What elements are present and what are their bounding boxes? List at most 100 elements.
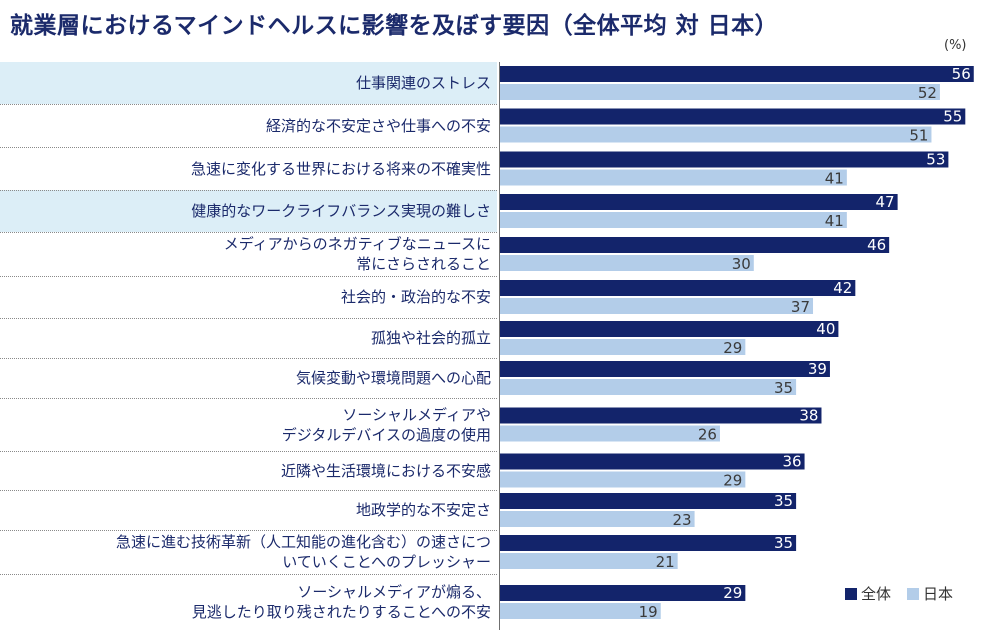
row-separator xyxy=(0,104,497,105)
data-label-all: 35 xyxy=(774,534,793,552)
bar-all xyxy=(500,280,856,296)
category-label-text: 孤独や社会的孤立 xyxy=(370,329,491,347)
bar-all xyxy=(500,237,890,253)
category-label: 社会的・政治的な不安 xyxy=(0,276,491,318)
bar-japan xyxy=(500,84,940,100)
category-label-text: 社会的・政治的な不安 xyxy=(340,288,491,306)
data-label-japan: 19 xyxy=(639,603,658,621)
unit-label: (%) xyxy=(944,38,967,53)
bar-japan xyxy=(500,553,678,569)
row-separator xyxy=(0,147,497,148)
category-label: ソーシャルメディアが煽る、 見逃したり取り残されたりすることへの不安 xyxy=(0,574,491,630)
row-separator xyxy=(0,232,497,233)
bar-japan xyxy=(500,511,695,527)
data-label-all: 42 xyxy=(833,279,852,297)
y-axis-line xyxy=(499,62,500,630)
category-label: 健康的なワークライフバランス実現の難しさ xyxy=(0,190,491,232)
chart-title: 就業層におけるマインドヘルスに影響を及ぼす要因（全体平均 対 日本） xyxy=(10,13,779,39)
category-label: 経済的な不安定さや仕事への不安 xyxy=(0,104,491,147)
data-label-japan: 26 xyxy=(698,426,717,444)
legend-swatch-japan xyxy=(907,587,920,600)
row-separator xyxy=(0,451,497,452)
row-separator xyxy=(0,358,497,359)
bar-all xyxy=(500,194,898,210)
data-label-japan: 51 xyxy=(909,127,928,145)
category-label: ソーシャルメディアや デジタルデバイスの過度の使用 xyxy=(0,398,491,451)
data-label-japan: 41 xyxy=(825,170,844,188)
legend: 全体 日本 xyxy=(845,583,953,604)
bar-japan xyxy=(500,212,847,228)
category-label: 急速に進む技術革新（人工知能の進化含む）の速さにつ いていくことへのプレッシャー xyxy=(0,530,491,574)
data-label-japan: 41 xyxy=(825,212,844,230)
bar-all xyxy=(500,321,839,337)
data-label-all: 38 xyxy=(799,407,818,425)
data-label-all: 47 xyxy=(876,193,895,211)
row-separator xyxy=(0,398,497,399)
bar-all xyxy=(500,361,830,377)
data-label-all: 29 xyxy=(723,584,742,602)
highlight-band xyxy=(0,190,497,232)
data-label-all: 56 xyxy=(952,65,971,83)
data-label-japan: 29 xyxy=(723,339,742,357)
bar-japan xyxy=(500,298,814,314)
legend-label-all: 全体 xyxy=(861,585,892,603)
data-label-all: 46 xyxy=(867,236,886,254)
data-label-all: 36 xyxy=(782,453,801,471)
bar-japan xyxy=(500,255,754,271)
category-label-text: メディアからのネガティブなニュースに 常にさらされること xyxy=(223,235,491,273)
data-label-all: 39 xyxy=(808,360,827,378)
bar-all xyxy=(500,535,797,551)
data-label-japan: 30 xyxy=(732,255,751,273)
category-label-text: 急速に進む技術革新（人工知能の進化含む）の速さにつ いていくことへのプレッシャー xyxy=(115,533,491,571)
row-separator xyxy=(0,318,497,319)
data-label-all: 53 xyxy=(926,151,945,169)
data-label-japan: 35 xyxy=(774,379,793,397)
highlight-band xyxy=(0,62,497,104)
legend-label-japan: 日本 xyxy=(923,585,954,603)
bar-japan xyxy=(500,169,847,186)
bar-all xyxy=(500,66,974,82)
category-label: 急速に変化する世界における将来の不確実性 xyxy=(0,147,491,190)
category-label: 地政学的な不安定さ xyxy=(0,490,491,530)
category-label: 近隣や生活環境における不安感 xyxy=(0,451,491,490)
category-label: 孤独や社会的孤立 xyxy=(0,318,491,358)
category-label: 仕事関連のストレス xyxy=(0,62,491,104)
bar-all xyxy=(500,585,746,601)
data-label-all: 40 xyxy=(816,320,835,338)
bar-japan xyxy=(500,603,661,619)
legend-item-japan: 日本 xyxy=(907,583,953,604)
category-label-text: ソーシャルメディアが煽る、 見逃したり取り残されたりすることへの不安 xyxy=(191,583,491,621)
bar-all xyxy=(500,151,949,168)
bar-japan xyxy=(500,471,746,488)
category-label-text: 近隣や生活環境における不安感 xyxy=(280,461,491,480)
category-label-text: 健康的なワークライフバランス実現の難しさ xyxy=(191,202,491,220)
bar-all xyxy=(500,108,966,125)
row-separator xyxy=(0,490,497,491)
row-separator xyxy=(0,530,497,531)
row-separator xyxy=(0,276,497,277)
category-label: メディアからのネガティブなニュースに 常にさらされること xyxy=(0,232,491,276)
row-separator xyxy=(0,190,497,191)
bar-japan xyxy=(500,126,932,143)
data-label-japan: 21 xyxy=(656,553,675,571)
bar-japan xyxy=(500,339,746,355)
bar-japan xyxy=(500,379,797,395)
data-label-japan: 29 xyxy=(723,472,742,490)
category-label-text: 仕事関連のストレス xyxy=(355,74,491,92)
data-label-japan: 52 xyxy=(918,84,937,102)
data-label-japan: 23 xyxy=(672,511,691,529)
category-label-text: 気候変動や環境問題への心配 xyxy=(295,369,491,387)
data-label-all: 35 xyxy=(774,492,793,510)
category-label-text: 地政学的な不安定さ xyxy=(355,501,491,519)
category-label-text: ソーシャルメディアや デジタルデバイスの過度の使用 xyxy=(281,405,491,444)
category-label-text: 経済的な不安定さや仕事への不安 xyxy=(265,116,491,135)
bar-japan xyxy=(500,425,720,442)
legend-item-all: 全体 xyxy=(845,583,891,604)
row-separator xyxy=(0,574,497,575)
data-label-japan: 37 xyxy=(791,298,810,316)
legend-swatch-all xyxy=(845,587,857,600)
data-label-all: 55 xyxy=(943,108,962,126)
bar-all xyxy=(500,493,797,509)
category-label-text: 急速に変化する世界における将来の不確実性 xyxy=(190,159,491,178)
